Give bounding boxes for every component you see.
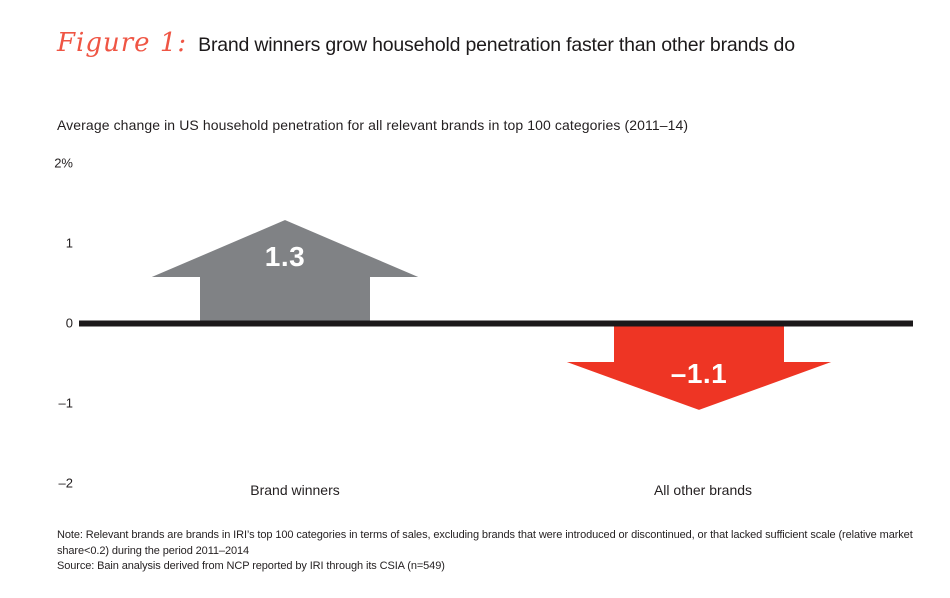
value-label: 1.3 xyxy=(265,241,305,272)
figure-number-label: Figure 1: xyxy=(57,28,188,58)
note-text: Note: Relevant brands are brands in IRI’… xyxy=(57,529,913,557)
figure-header: Figure 1: Brand winners grow household p… xyxy=(57,28,795,58)
y-tick-label: 1 xyxy=(66,236,73,251)
up-arrow xyxy=(146,217,424,327)
footnotes: Note: Relevant brands are brands in IRI’… xyxy=(57,528,923,575)
figure-title: Brand winners grow household penetration… xyxy=(198,34,795,56)
y-tick-label: 2% xyxy=(54,156,73,171)
value-label: –1.1 xyxy=(671,358,728,389)
y-tick-label: –2 xyxy=(59,476,73,491)
zero-axis-line xyxy=(79,320,913,327)
y-tick-label: 0 xyxy=(66,316,73,331)
category-label: Brand winners xyxy=(250,482,340,498)
y-tick-label: –1 xyxy=(59,396,73,411)
chart-subtitle: Average change in US household penetrati… xyxy=(57,117,689,133)
source-text: Source: Bain analysis derived from NCP r… xyxy=(57,560,445,572)
category-label: All other brands xyxy=(654,482,752,498)
down-arrow xyxy=(560,320,838,413)
